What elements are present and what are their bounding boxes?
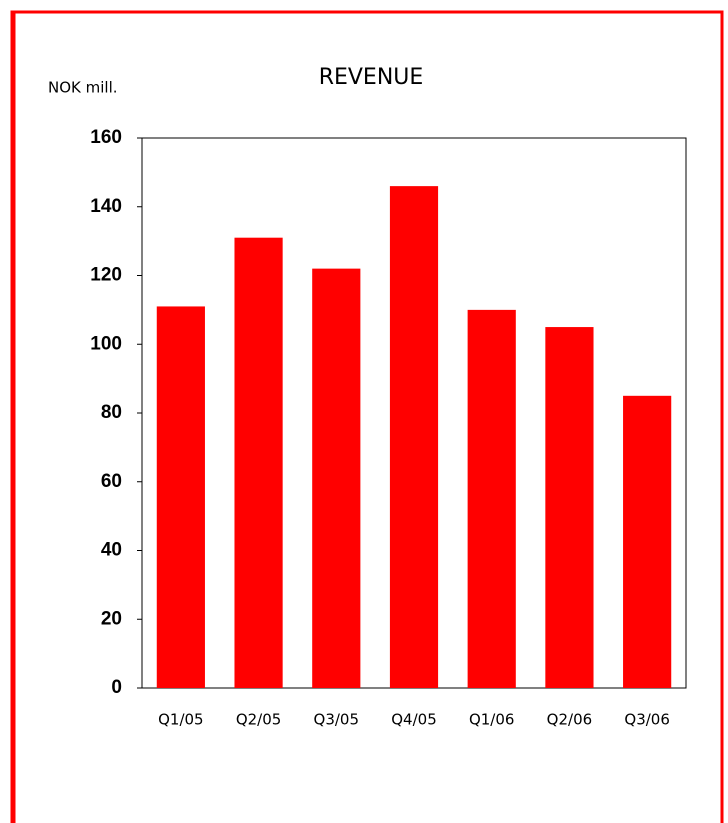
y-tick-label: 20 xyxy=(101,608,122,629)
bar xyxy=(623,395,672,688)
bar xyxy=(312,268,361,688)
y-tick-label: 0 xyxy=(111,677,122,698)
x-tick-label: Q1/06 xyxy=(469,711,515,729)
bar xyxy=(156,306,205,688)
y-tick-label: 120 xyxy=(90,265,122,286)
x-tick-label: Q3/05 xyxy=(314,711,360,729)
y-tick-label: 160 xyxy=(90,127,122,148)
y-tick-label: 60 xyxy=(101,471,122,492)
chart-title: REVENUE xyxy=(319,65,424,90)
x-tick-label: Q3/06 xyxy=(624,711,670,729)
y-tick-label: 80 xyxy=(101,402,122,423)
x-tick-label: Q1/05 xyxy=(158,711,204,729)
x-tick-label: Q4/05 xyxy=(391,711,437,729)
bar xyxy=(234,237,283,688)
x-tick-label: Q2/05 xyxy=(236,711,282,729)
y-tick-label: 140 xyxy=(90,196,122,217)
bar xyxy=(389,186,439,688)
y-tick-label: 100 xyxy=(90,333,122,354)
bar xyxy=(467,309,516,688)
y-axis-label: NOK mill. xyxy=(48,79,118,97)
x-tick-label: Q2/06 xyxy=(547,711,593,729)
y-tick-label: 40 xyxy=(101,540,122,561)
bar xyxy=(545,327,594,688)
